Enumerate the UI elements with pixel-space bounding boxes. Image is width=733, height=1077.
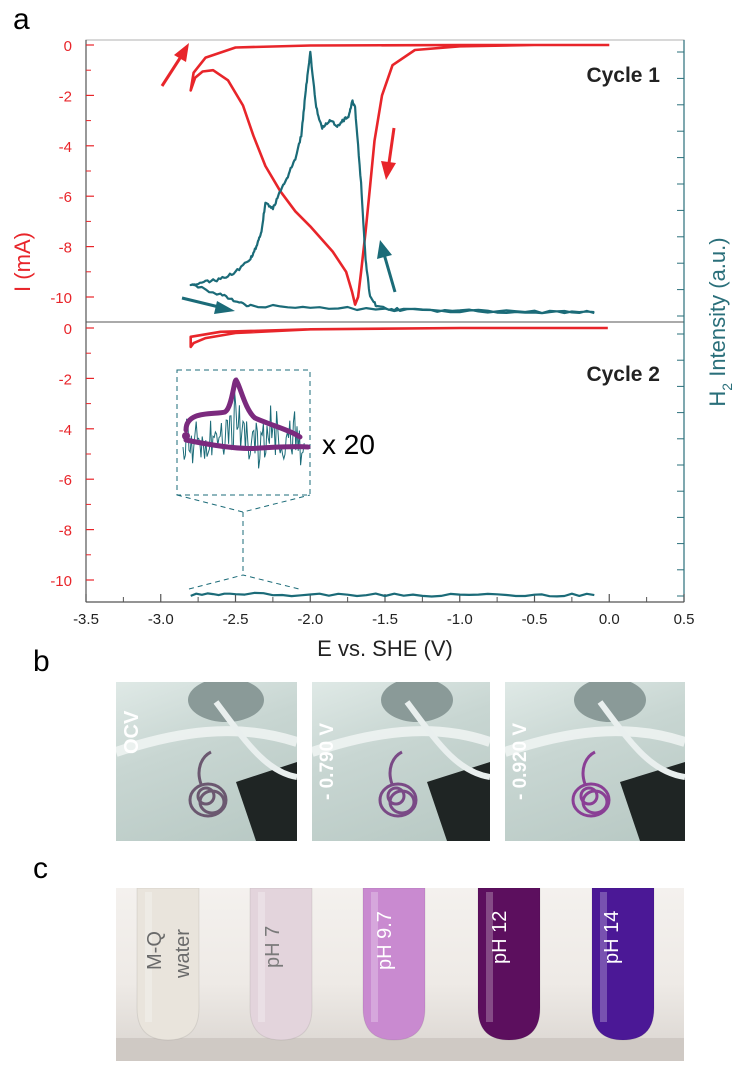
x-tick-label: -2.0: [297, 611, 323, 628]
series-i-cycle-2: [191, 328, 608, 347]
x-tick-label: -2.5: [223, 611, 249, 628]
inset-scale-label: x 20: [322, 429, 375, 460]
series-h2-cycle-1: [191, 52, 595, 313]
chart-panel-a: 0 -2 -4 -6 -8 -10 0 -2 -4 -6 -8 -10 -3.5 -3.0 -2.5 -2…: [0, 0, 733, 680]
x-tick-label: -1.5: [372, 611, 398, 628]
tube-label-ph12: pH 12: [489, 911, 512, 964]
photo-0790: - 0.790 V: [312, 682, 490, 841]
y-tick-label: -10: [50, 573, 72, 590]
plot-frame: [86, 40, 684, 602]
photo-ocv-label: OCV: [121, 711, 144, 754]
arrow-teal-right: [182, 298, 235, 314]
y-tick-label: 0: [64, 321, 72, 338]
y-tick-label: -2: [59, 88, 72, 105]
arrow-teal-up: [377, 240, 395, 292]
y-tick-label: -4: [59, 422, 72, 439]
x-tick-label: 0.0: [599, 611, 620, 628]
panel-letter-b: b: [33, 645, 50, 679]
tube-label-ph7: pH 7: [262, 926, 285, 968]
cycle-1-title: Cycle 1: [586, 64, 660, 87]
y-tick-label: -4: [59, 139, 72, 156]
x-tick-label: -3.5: [73, 611, 99, 628]
photo-0920-label: - 0.920 V: [510, 723, 532, 800]
photo-ocv: OCV: [116, 682, 297, 841]
inset-box: [177, 370, 310, 589]
photo-0920: - 0.920 V: [505, 682, 685, 841]
tube-label-water: water: [172, 929, 195, 978]
tube-label-mq: M-Q: [144, 931, 167, 970]
x-tick-label: -1.0: [447, 611, 473, 628]
y-tick-label: -2: [59, 371, 72, 388]
series-h2-cycle-2: [191, 593, 595, 597]
y-tick-label: -6: [59, 472, 72, 489]
y-tick-label: -8: [59, 240, 72, 257]
arrow-red-upleft: [162, 43, 189, 86]
y-tick-label: 0: [64, 38, 72, 55]
x-axis-label: E vs. SHE (V): [317, 636, 453, 661]
arrow-red-down: [381, 128, 396, 180]
inset-curve: [186, 380, 308, 448]
tube-label-ph97: pH 9.7: [374, 911, 397, 970]
panel-letter-c: c: [33, 852, 48, 886]
y-axis-left-label: I (mA): [10, 232, 35, 292]
cycle-2-title: Cycle 2: [586, 363, 660, 386]
y-axis-right-label: H2 Intensity (a.u.): [705, 237, 733, 406]
photo-0790-label: - 0.790 V: [317, 723, 339, 800]
y-tick-label: -10: [50, 290, 72, 307]
tube-label-ph14: pH 14: [601, 911, 624, 964]
x-tick-label: 0.5: [674, 611, 695, 628]
y-tick-label: -8: [59, 523, 72, 540]
x-tick-label: -3.0: [148, 611, 174, 628]
series-i-cycle-1: [191, 45, 610, 305]
x-tick-label: -0.5: [522, 611, 548, 628]
y-tick-label: -6: [59, 189, 72, 206]
photo-tubes: M-Q water pH 7 pH 9.7 pH 12 pH 14: [116, 888, 684, 1061]
